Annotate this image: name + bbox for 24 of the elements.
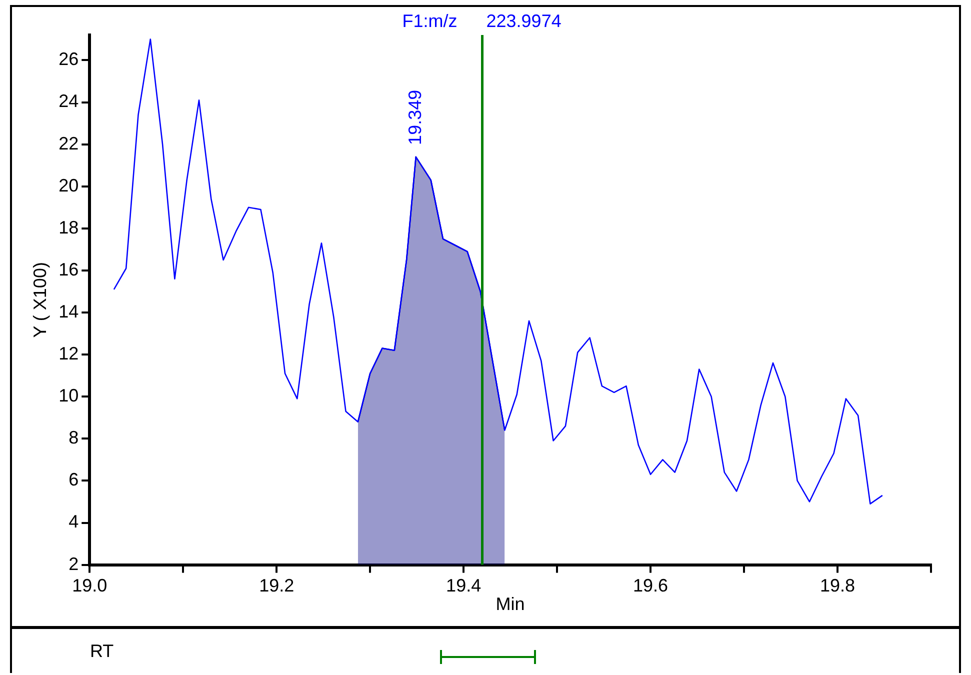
y-tick-label: 2	[68, 554, 79, 574]
y-tick-label: 24	[58, 91, 79, 112]
x-tick-label: 19.8	[820, 576, 856, 596]
y-axis-title: Y ( X100)	[30, 262, 50, 338]
text: F1:m/z	[402, 10, 458, 31]
x-tick-label: 19.0	[72, 576, 108, 596]
x-tick-label: 19.6	[633, 576, 668, 596]
y-tick-label: 20	[58, 175, 79, 196]
y-tick-label: 8	[68, 428, 79, 448]
y-tick-label: 18	[58, 217, 79, 238]
y-tick-label: 12	[58, 344, 79, 364]
x-tick-label: 19.2	[259, 576, 294, 596]
y-tick-label: 16	[58, 259, 79, 280]
annotation: 19.349	[404, 90, 425, 145]
x-tick-label: 19.4	[446, 576, 482, 596]
x-axis-title: Min	[496, 594, 525, 614]
text: 223.9974	[486, 10, 562, 31]
y-tick-label: 26	[58, 49, 79, 70]
y-tick-label: 4	[68, 512, 79, 532]
y-tick-label: 22	[58, 133, 79, 154]
y-tick-label: 6	[68, 470, 79, 490]
y-tick-label: 10	[58, 386, 79, 406]
y-tick-label: 14	[58, 301, 79, 322]
text: RT	[90, 641, 114, 662]
